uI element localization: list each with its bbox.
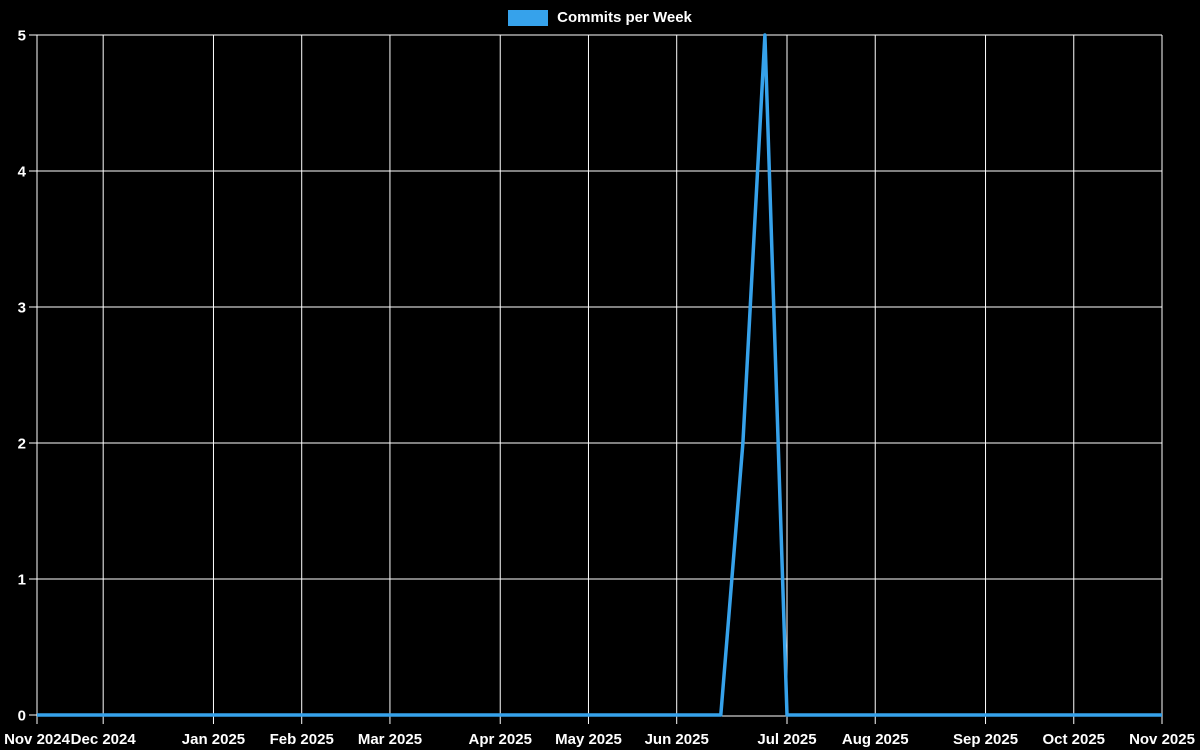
x-tick-label: Apr 2025 [469, 731, 532, 748]
gridlines [36, 34, 1163, 717]
x-tick-label: May 2025 [555, 731, 622, 748]
x-tick-label: Dec 2024 [71, 731, 137, 748]
y-tick-label: 0 [18, 708, 26, 725]
x-tick-label: Jan 2025 [182, 731, 245, 748]
x-tick-label: Mar 2025 [358, 731, 422, 748]
x-tick-label: Sep 2025 [953, 731, 1018, 748]
x-tick-label: Feb 2025 [270, 731, 334, 748]
x-tick-label: Jun 2025 [645, 731, 709, 748]
chart-legend: Commits per Week [0, 9, 1200, 27]
y-tick-label: 2 [18, 436, 26, 453]
legend-label: Commits per Week [557, 9, 692, 26]
y-tick-label: 3 [18, 300, 26, 317]
x-tick-label: Jul 2025 [757, 731, 816, 748]
axis-labels: 0 1 2 3 4 5 Nov 2024 Dec 2024 Jan 2025 Feb 2025 Ma… [4, 28, 1195, 749]
legend-item-commits-per-week[interactable]: Commits per Week [508, 9, 692, 27]
axis-ticks [29, 34, 1163, 724]
x-tick-label: Nov 2024 [4, 731, 71, 748]
legend-swatch [508, 10, 549, 26]
x-tick-label: Nov 2025 [1129, 731, 1195, 748]
x-tick-label: Oct 2025 [1042, 731, 1105, 748]
y-tick-label: 4 [18, 164, 27, 181]
x-tick-label: Aug 2025 [842, 731, 909, 748]
series-lines [37, 33, 1162, 717]
commits-line-series [37, 33, 1162, 717]
y-tick-label: 1 [18, 572, 26, 589]
y-tick-label: 5 [18, 28, 26, 45]
